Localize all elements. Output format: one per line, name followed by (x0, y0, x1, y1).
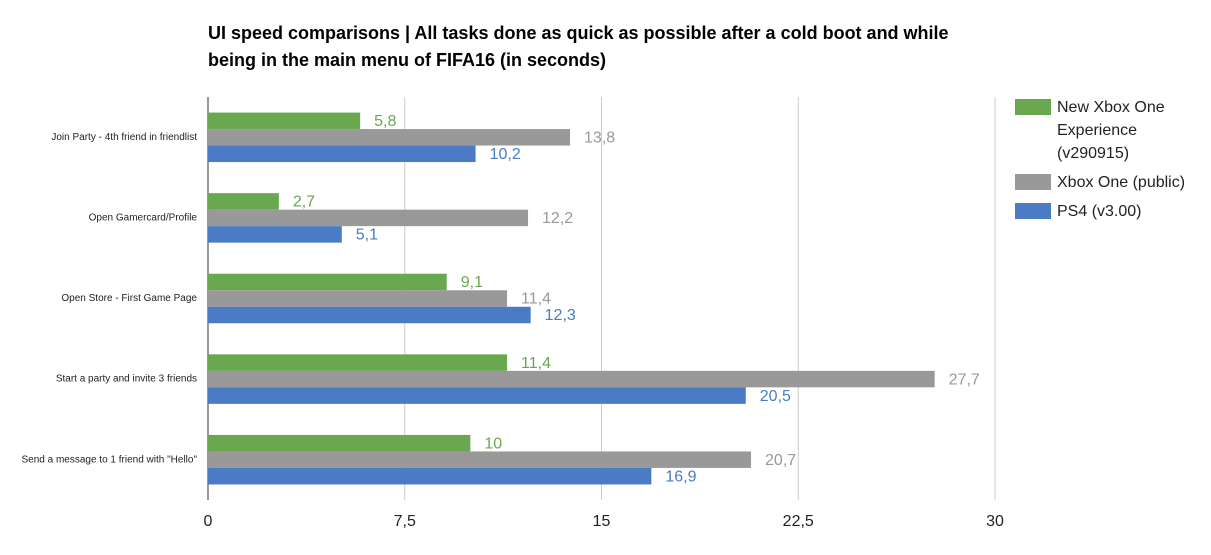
legend-item: PS4 (v3.00) (1015, 200, 1187, 223)
bar (208, 145, 476, 163)
bar (208, 354, 508, 371)
value-label: 5,8 (374, 113, 396, 130)
y-tick-label: Open Gamercard/Profile (89, 213, 198, 224)
bar (208, 226, 342, 243)
legend-item: New Xbox One Experience (v290915) (1015, 96, 1187, 165)
bar (208, 370, 935, 388)
x-tick-label: 15 (593, 513, 611, 530)
value-label: 20,5 (760, 388, 791, 405)
value-label: 10 (484, 435, 502, 452)
bar (208, 290, 508, 307)
legend-label: Xbox One (public) (1057, 174, 1186, 191)
value-label: 16,9 (665, 468, 696, 485)
bar (208, 387, 746, 404)
legend-swatch (1015, 203, 1051, 219)
value-label: 13,8 (584, 130, 615, 147)
bar (208, 209, 529, 227)
bar (208, 306, 531, 324)
value-label: 10,2 (490, 146, 521, 163)
bar (208, 112, 361, 130)
value-label: 9,1 (461, 274, 483, 291)
value-label: 12,3 (545, 307, 576, 324)
x-tick-label: 30 (986, 513, 1004, 530)
bar (208, 129, 571, 146)
bar (208, 434, 471, 452)
legend-item: Xbox One (public) (1015, 171, 1187, 194)
value-label: 11,4 (521, 291, 551, 308)
y-tick-label: Send a message to 1 friend with "Hello" (21, 454, 197, 465)
chart-title: UI speed comparisons | All tasks done as… (208, 23, 949, 70)
value-label: 5,1 (356, 227, 378, 244)
x-tick-label: 0 (204, 513, 213, 530)
value-label: 11,4 (521, 355, 551, 372)
legend: New Xbox One Experience (v290915) Xbox On… (1015, 96, 1187, 229)
value-label: 27,7 (949, 371, 980, 388)
y-tick-label: Join Party - 4th friend in friendlist (51, 132, 197, 143)
value-label: 12,2 (542, 210, 573, 227)
value-label: 20,7 (765, 452, 796, 469)
y-tick-label: Open Store - First Game Page (61, 293, 197, 304)
bar (208, 273, 447, 291)
x-tick-label: 7,5 (394, 513, 416, 530)
bar (208, 193, 279, 210)
x-tick-label: 22,5 (783, 513, 814, 530)
bar (208, 451, 752, 468)
y-tick-label: Start a party and invite 3 friends (56, 374, 197, 385)
bar (208, 467, 652, 485)
legend-swatch (1015, 99, 1051, 115)
legend-label: PS4 (v3.00) (1057, 203, 1142, 220)
value-label: 2,7 (293, 194, 315, 211)
legend-swatch (1015, 174, 1051, 190)
legend-label: New Xbox One Experience (v290915) (1057, 99, 1165, 162)
